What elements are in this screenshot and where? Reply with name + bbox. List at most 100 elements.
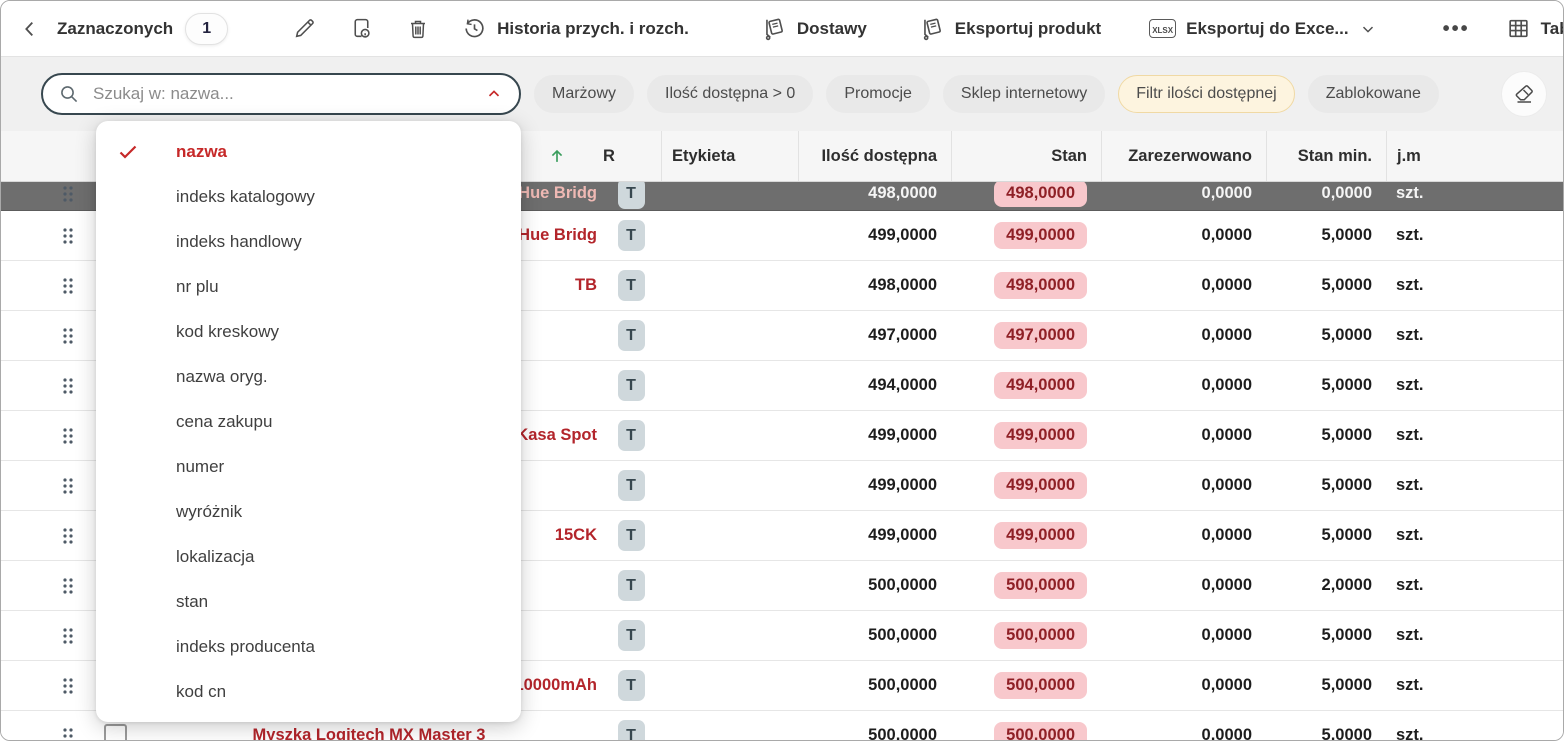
row-drag-handle[interactable]	[1, 461, 89, 510]
filter-chip[interactable]: Sklep internetowy	[943, 75, 1105, 113]
zarezerwowano-value: 0,0000	[1101, 261, 1266, 310]
eksportuj-excel-button[interactable]: XLSX Eksportuj do Exce...	[1149, 19, 1376, 39]
search-field-option-label: indeks katalogowy	[176, 187, 315, 207]
etykieta-cell	[661, 411, 798, 460]
r-cell: T	[601, 261, 661, 310]
search-field-option-label: kod cn	[176, 682, 226, 702]
r-flag-badge: T	[618, 182, 645, 209]
search-field-option-label: cena zakupu	[176, 412, 272, 432]
stan-min-value: 5,0000	[1266, 611, 1386, 660]
row-drag-handle[interactable]	[1, 261, 89, 310]
search-field-option[interactable]: kod kreskowy	[96, 309, 521, 354]
product-details-button[interactable]	[349, 16, 374, 41]
stan-cell: 500,0000	[951, 561, 1101, 610]
search-field-option[interactable]: wyróżnik	[96, 489, 521, 534]
r-flag-badge: T	[618, 620, 645, 651]
search-box[interactable]	[41, 73, 521, 115]
row-drag-handle[interactable]	[1, 711, 89, 741]
row-drag-handle[interactable]	[1, 311, 89, 360]
grip-dots-icon	[61, 376, 75, 396]
search-field-option-label: nazwa oryg.	[176, 367, 268, 387]
header-zarezerwowano[interactable]: Zarezerwowano	[1101, 131, 1266, 181]
stan-cell: 494,0000	[951, 361, 1101, 410]
jm-value: szt.	[1386, 511, 1563, 560]
search-field-option[interactable]: indeks handlowy	[96, 219, 521, 264]
dostawy-button[interactable]: Dostawy	[761, 16, 867, 42]
grip-dots-icon	[61, 726, 75, 741]
zarezerwowano-value: 0,0000	[1101, 182, 1266, 211]
r-cell: T	[601, 611, 661, 660]
stan-min-value: 5,0000	[1266, 361, 1386, 410]
back-button[interactable]	[19, 18, 41, 40]
header-jm[interactable]: j.m	[1386, 131, 1563, 181]
filter-chip[interactable]: Ilość dostępna > 0	[647, 75, 813, 113]
row-drag-handle[interactable]	[1, 211, 89, 260]
filter-chips: Marżowy Ilość dostępna > 0 Promocje Sklep i…	[534, 75, 1439, 113]
search-field-option[interactable]: indeks producenta	[96, 624, 521, 669]
stan-cell: 498,0000	[951, 182, 1101, 211]
header-etykieta[interactable]: Etykieta	[661, 131, 798, 181]
header-r[interactable]: R	[601, 131, 661, 181]
tabele-label: Tabele	[1541, 19, 1564, 39]
search-field-option[interactable]: stan	[96, 579, 521, 624]
header-stan-min[interactable]: Stan min.	[1266, 131, 1386, 181]
stan-badge: 494,0000	[994, 372, 1087, 399]
row-drag-handle[interactable]	[1, 182, 89, 211]
r-flag-badge: T	[618, 270, 645, 301]
delete-button[interactable]	[406, 17, 430, 41]
row-drag-handle[interactable]	[1, 661, 89, 710]
search-field-option[interactable]: nr plu	[96, 264, 521, 309]
row-checkbox[interactable]	[104, 724, 127, 741]
jm-value: szt.	[1386, 361, 1563, 410]
pencil-icon	[292, 16, 317, 41]
row-drag-handle[interactable]	[1, 561, 89, 610]
search-field-option[interactable]: nazwa	[96, 129, 521, 174]
clear-filters-button[interactable]	[1501, 71, 1547, 117]
eksportuj-excel-label: Eksportuj do Exce...	[1186, 19, 1349, 39]
stan-min-value: 5,0000	[1266, 411, 1386, 460]
search-field-option-label: nr plu	[176, 277, 219, 297]
search-field-option[interactable]: numer	[96, 444, 521, 489]
filter-chip[interactable]: Zablokowane	[1308, 75, 1439, 113]
clock-history-icon	[462, 16, 487, 41]
r-cell: T	[601, 711, 661, 741]
row-drag-handle[interactable]	[1, 411, 89, 460]
search-field-option[interactable]: indeks katalogowy	[96, 174, 521, 219]
zarezerwowano-value: 0,0000	[1101, 511, 1266, 560]
row-drag-handle[interactable]	[1, 511, 89, 560]
search-field-option[interactable]: cena zakupu	[96, 399, 521, 444]
r-flag-badge: T	[618, 720, 645, 741]
r-cell: T	[601, 311, 661, 360]
search-input[interactable]	[91, 83, 485, 105]
header-ilosc-dostepna[interactable]: Ilość dostępna	[798, 131, 951, 181]
filter-chip[interactable]: Marżowy	[534, 75, 634, 113]
history-button[interactable]: Historia przych. i rozch.	[462, 16, 689, 41]
document-info-icon	[349, 16, 374, 41]
stan-min-value: 2,0000	[1266, 561, 1386, 610]
search-field-option[interactable]: lokalizacja	[96, 534, 521, 579]
search-field-option[interactable]: nazwa oryg.	[96, 354, 521, 399]
chevron-up-icon[interactable]	[485, 85, 503, 103]
grip-dots-icon	[61, 676, 75, 696]
search-field-option-label: indeks handlowy	[176, 232, 302, 252]
filter-chip[interactable]: Promocje	[826, 75, 930, 113]
checkmark-icon	[116, 140, 140, 164]
filter-chip[interactable]: Filtr ilości dostępnej	[1118, 75, 1295, 113]
stan-badge: 500,0000	[994, 622, 1087, 649]
search-field-option[interactable]: kod cn	[96, 669, 521, 714]
stan-min-value: 5,0000	[1266, 461, 1386, 510]
stan-badge: 498,0000	[994, 182, 1087, 207]
grip-dots-icon	[61, 526, 75, 546]
edit-button[interactable]	[292, 16, 317, 41]
eksportuj-produkt-button[interactable]: Eksportuj produkt	[919, 16, 1101, 42]
zarezerwowano-value: 0,0000	[1101, 211, 1266, 260]
chevron-down-icon	[1359, 20, 1377, 38]
row-drag-handle[interactable]	[1, 361, 89, 410]
header-stan[interactable]: Stan	[951, 131, 1101, 181]
row-drag-handle[interactable]	[1, 611, 89, 660]
stan-cell: 500,0000	[951, 711, 1101, 741]
ilosc-dostepna-value: 499,0000	[798, 211, 951, 260]
grip-dots-icon	[61, 326, 75, 346]
zarezerwowano-value: 0,0000	[1101, 561, 1266, 610]
tabele-button[interactable]: Tabele	[1506, 16, 1564, 41]
